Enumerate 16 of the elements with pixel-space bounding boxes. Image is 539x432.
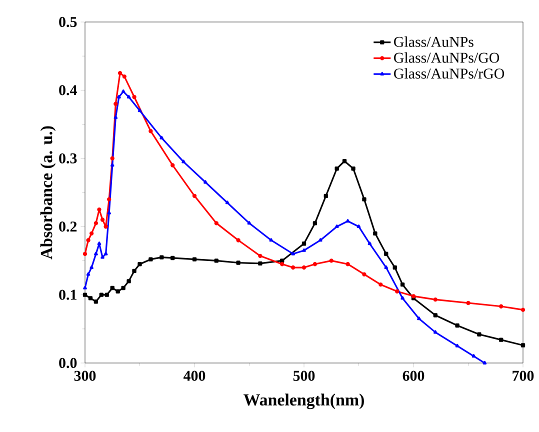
y-tick-label: 0.4 <box>59 85 77 96</box>
x-tick-label: 400 <box>183 370 206 381</box>
y-tick-label: 0.1 <box>59 290 76 300</box>
x-tick-label: 700 <box>512 370 534 381</box>
y-tick-label: 0.3 <box>59 153 77 164</box>
legend-label: Glass/AuNPs/rGO <box>394 68 504 79</box>
y-axis-title: Absorbance (a. u.) <box>40 126 56 260</box>
x-tick-label: 500 <box>293 370 315 381</box>
x-tick-label: 300 <box>74 370 96 381</box>
x-tick-label: 600 <box>402 370 424 381</box>
y-tick-label: 0.5 <box>59 16 77 28</box>
y-tick-label: 0.2 <box>59 222 77 232</box>
x-axis-title: Wanelength(nm) <box>244 394 364 410</box>
legend-label: Glass/AuNPs/GO <box>394 52 500 63</box>
y-tick-label: 0.0 <box>59 358 77 368</box>
legend-label: Glass/AuNPs <box>394 36 474 47</box>
